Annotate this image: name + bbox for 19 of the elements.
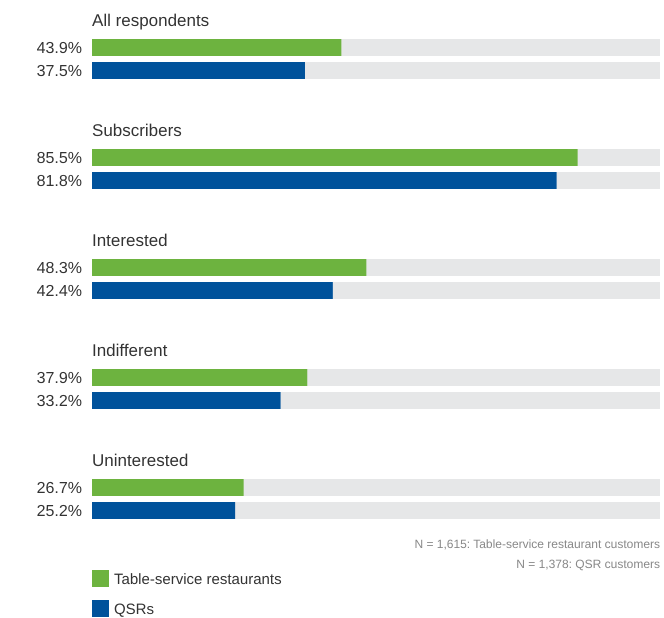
y-tick-label: Subscribers <box>92 121 182 140</box>
data-label: 81.8% <box>36 173 82 190</box>
data-label: 43.9% <box>36 40 82 58</box>
text: N = 1,615: Table-service restaurant customers <box>414 537 660 551</box>
legend-label: QSRs <box>114 600 154 618</box>
data-label: 26.7% <box>36 480 82 498</box>
data-label: 33.2% <box>36 393 82 410</box>
data-label: 85.5% <box>36 150 82 168</box>
data-label: 37.5% <box>36 63 82 80</box>
data-label: 48.3% <box>36 260 82 278</box>
text: N = 1,378: QSR customers <box>516 557 660 571</box>
y-tick-label: Interested <box>92 231 168 250</box>
data-label: 25.2% <box>36 503 82 520</box>
data-label: 37.9% <box>36 370 82 388</box>
data-label: 42.4% <box>36 283 82 300</box>
y-tick-label: Indifferent <box>92 341 168 360</box>
y-tick-label: Uninterested <box>92 451 188 470</box>
legend-label: Table-service restaurants <box>114 570 282 588</box>
y-tick-label: All respondents <box>92 11 210 30</box>
